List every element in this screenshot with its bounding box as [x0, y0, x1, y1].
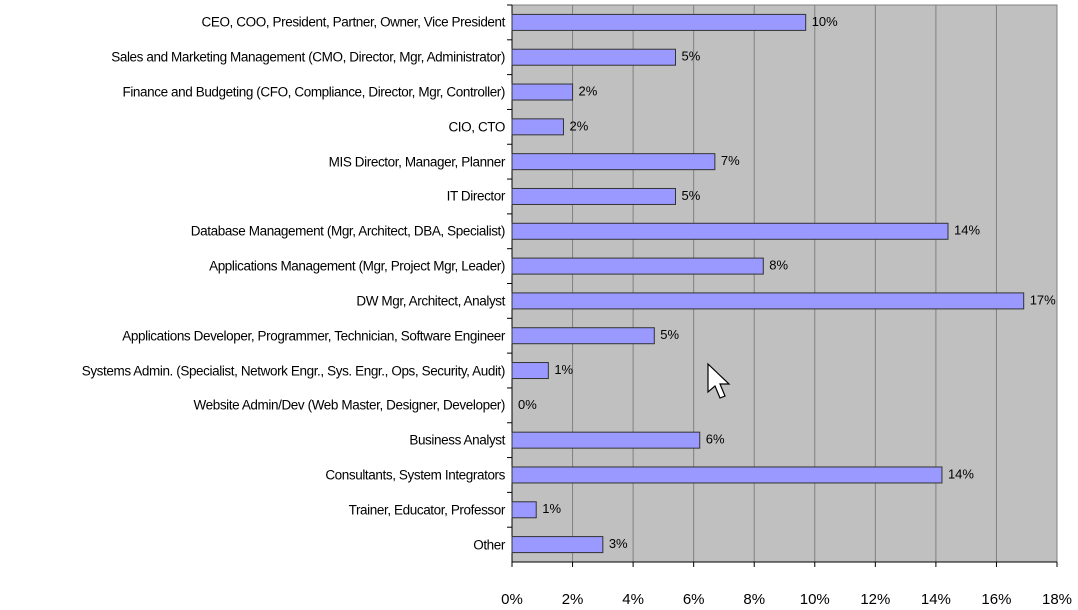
- y-tick-label: Trainer, Educator, Professor: [348, 502, 506, 518]
- y-tick-label: Finance and Budgeting (CFO, Compliance, …: [122, 84, 505, 100]
- x-tick-label: 16%: [981, 591, 1011, 608]
- x-tick-label: 6%: [683, 591, 705, 608]
- y-tick-label: CEO, COO, President, Partner, Owner, Vic…: [201, 14, 506, 30]
- bar: [511, 48, 676, 66]
- y-tick-label: Database Management (Mgr, Architect, DBA…: [190, 223, 506, 239]
- x-tick-label: 18%: [1042, 591, 1072, 608]
- bar: [511, 257, 764, 275]
- data-label: 14%: [954, 223, 980, 238]
- bar: [511, 153, 716, 171]
- y-tick-label: Applications Management (Mgr, Project Mg…: [209, 258, 505, 274]
- cursor: [707, 362, 731, 399]
- data-label: 8%: [769, 258, 788, 273]
- y-tick-label: Sales and Marketing Management (CMO, Dir…: [111, 49, 505, 65]
- y-tick-label: Consultants, System Integrators: [325, 467, 505, 483]
- y-tick-label: MIS Director, Manager, Planner: [328, 154, 506, 170]
- bar: [511, 13, 807, 31]
- y-tick-label: Business Analyst: [409, 432, 505, 448]
- data-label: 5%: [682, 49, 701, 64]
- y-tick-label: IT Director: [446, 188, 506, 204]
- data-label: 3%: [609, 536, 628, 551]
- x-tick-label: 4%: [622, 591, 644, 608]
- data-label: 6%: [706, 432, 725, 447]
- data-label: 5%: [660, 327, 679, 342]
- x-tick-label: 2%: [562, 591, 584, 608]
- bar: [511, 187, 676, 205]
- x-tick-label: 8%: [743, 591, 765, 608]
- bar: [511, 292, 1025, 310]
- data-label: 10%: [812, 14, 838, 29]
- x-tick-label: 10%: [800, 591, 830, 608]
- y-tick-label: Applications Developer, Programmer, Tech…: [122, 328, 505, 344]
- bar: [511, 83, 574, 101]
- bar: [511, 362, 549, 380]
- x-tick-label: 14%: [921, 591, 951, 608]
- y-tick-label: Website Admin/Dev (Web Master, Designer,…: [193, 397, 506, 413]
- bar: [511, 431, 701, 449]
- bar: [511, 536, 604, 554]
- y-tick-label: Other: [473, 537, 505, 553]
- bar: [511, 327, 655, 345]
- bar: [511, 118, 564, 136]
- data-label: 1%: [542, 501, 561, 516]
- data-label: 5%: [682, 188, 701, 203]
- y-tick-label: CIO, CTO: [448, 119, 505, 135]
- y-tick-label: DW Mgr, Architect, Analyst: [356, 293, 505, 309]
- data-label: 7%: [721, 153, 740, 168]
- data-label: 14%: [948, 466, 974, 481]
- bar: [511, 222, 949, 240]
- x-tick-label: 0%: [501, 591, 523, 608]
- data-label: 0%: [518, 397, 537, 412]
- y-tick-label: Systems Admin. (Specialist, Network Engr…: [81, 363, 506, 379]
- x-tick-label: 12%: [860, 591, 890, 608]
- bar: [511, 501, 537, 519]
- bar: [511, 466, 943, 484]
- data-label: 2%: [579, 83, 598, 98]
- data-label: 1%: [554, 362, 573, 377]
- data-label: 2%: [569, 118, 588, 133]
- data-label: 17%: [1030, 292, 1056, 307]
